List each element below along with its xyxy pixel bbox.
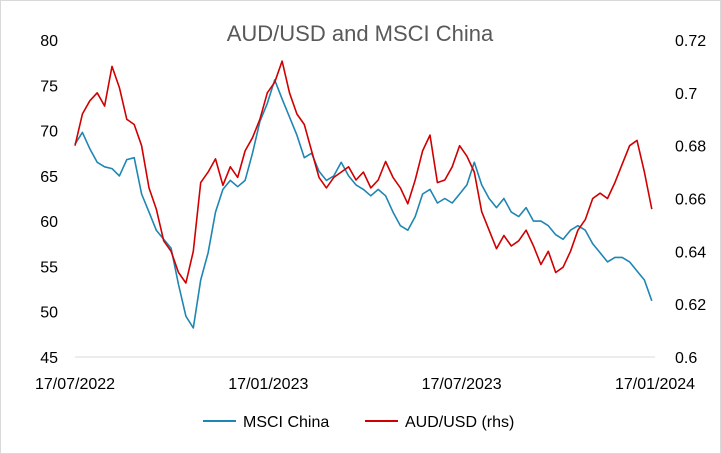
y-right-tick-label: 0.66 bbox=[675, 192, 706, 209]
legend: MSCI China AUD/USD (rhs) bbox=[203, 414, 514, 431]
chart-title: AUD/USD and MSCI China bbox=[227, 21, 494, 46]
legend-item-aud-usd: AUD/USD (rhs) bbox=[365, 414, 514, 431]
series-line-msci-china bbox=[74, 79, 653, 329]
y-left-tick-label: 45 bbox=[40, 350, 58, 367]
y-right-tick-label: 0.68 bbox=[675, 139, 706, 156]
y-left-tick-label: 55 bbox=[40, 259, 58, 276]
y-left-tick-label: 70 bbox=[40, 124, 58, 141]
y-right-tick-label: 0.64 bbox=[675, 244, 706, 261]
y-right-tick-label: 0.7 bbox=[675, 86, 697, 103]
y-right-tick-label: 0.6 bbox=[675, 350, 697, 367]
y-left-tick-label: 65 bbox=[40, 169, 58, 186]
y-left-tick-label: 75 bbox=[40, 78, 58, 95]
x-tick-label: 17/01/2024 bbox=[615, 376, 695, 393]
x-tick-label: 17/01/2023 bbox=[228, 376, 308, 393]
x-tick-label: 17/07/2023 bbox=[422, 376, 502, 393]
series-line-aud-usd bbox=[74, 60, 653, 284]
y-left-tick-label: 60 bbox=[40, 214, 58, 231]
plot-area: 45 50 55 60 65 70 75 80 0.6 0.62 0.64 0.66 0.68 0.7 0.… bbox=[35, 33, 706, 393]
legend-label: MSCI China bbox=[243, 414, 329, 431]
legend-label: AUD/USD (rhs) bbox=[405, 414, 514, 431]
y-right-tick-label: 0.72 bbox=[675, 33, 706, 50]
y-left-tick-label: 50 bbox=[40, 305, 58, 322]
y-left-tick-label: 80 bbox=[40, 33, 58, 50]
x-tick-label: 17/07/2022 bbox=[35, 376, 115, 393]
y-right-tick-label: 0.62 bbox=[675, 297, 706, 314]
legend-item-msci-china: MSCI China bbox=[203, 414, 329, 431]
